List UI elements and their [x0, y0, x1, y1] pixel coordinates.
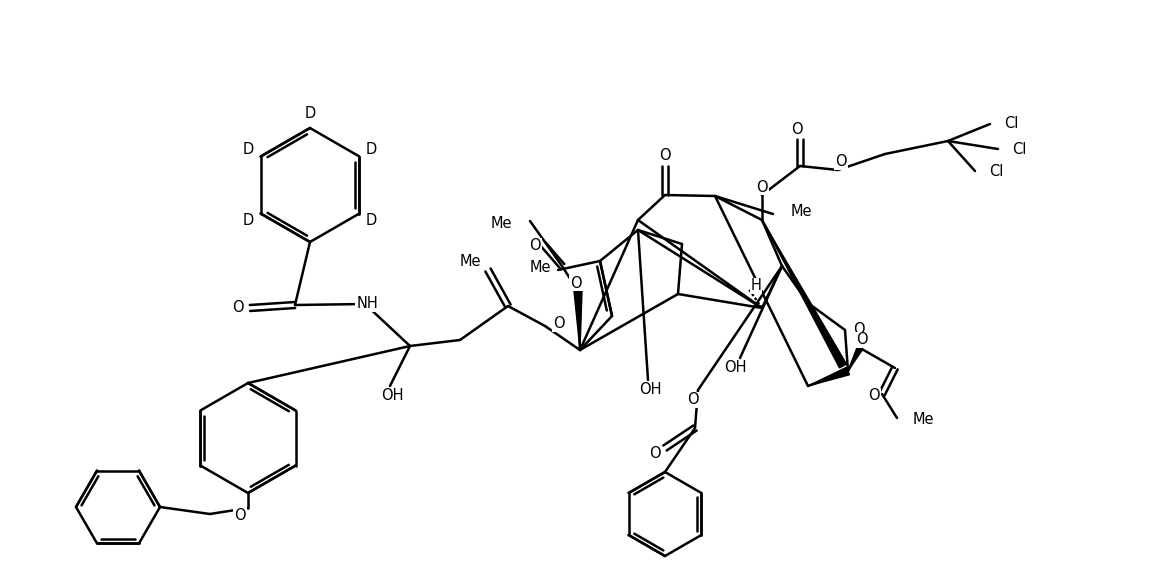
Polygon shape	[762, 220, 847, 368]
Text: Cl: Cl	[989, 163, 1003, 179]
Text: Me: Me	[490, 216, 511, 230]
Text: O: O	[791, 121, 802, 137]
Text: O: O	[529, 239, 541, 254]
Text: O: O	[232, 301, 244, 315]
Text: D: D	[366, 142, 377, 157]
Polygon shape	[808, 367, 849, 386]
Text: Me: Me	[791, 205, 813, 220]
Text: OH: OH	[639, 383, 662, 397]
Text: O: O	[570, 275, 582, 291]
Text: D: D	[243, 142, 255, 157]
Text: O: O	[649, 447, 660, 462]
Text: D: D	[243, 213, 255, 228]
Text: O: O	[235, 507, 246, 523]
Text: Cl: Cl	[1004, 117, 1018, 131]
Text: Me: Me	[529, 261, 551, 275]
Text: O: O	[856, 332, 868, 347]
Text: O: O	[757, 179, 768, 195]
Text: H: H	[751, 278, 761, 294]
Text: O: O	[687, 393, 699, 407]
Polygon shape	[848, 346, 862, 371]
Text: O: O	[868, 389, 880, 404]
Text: OH: OH	[724, 360, 746, 376]
Text: O: O	[552, 316, 564, 332]
Text: O: O	[835, 155, 847, 169]
Text: OH: OH	[381, 389, 404, 404]
Text: Me: Me	[913, 413, 935, 428]
Text: Me: Me	[460, 254, 481, 270]
Text: O: O	[853, 322, 865, 338]
Text: NH: NH	[357, 297, 378, 312]
Text: O: O	[659, 148, 671, 163]
Text: Cl: Cl	[1012, 141, 1026, 156]
Polygon shape	[574, 291, 582, 350]
Text: D: D	[304, 107, 316, 121]
Text: D: D	[366, 213, 377, 228]
